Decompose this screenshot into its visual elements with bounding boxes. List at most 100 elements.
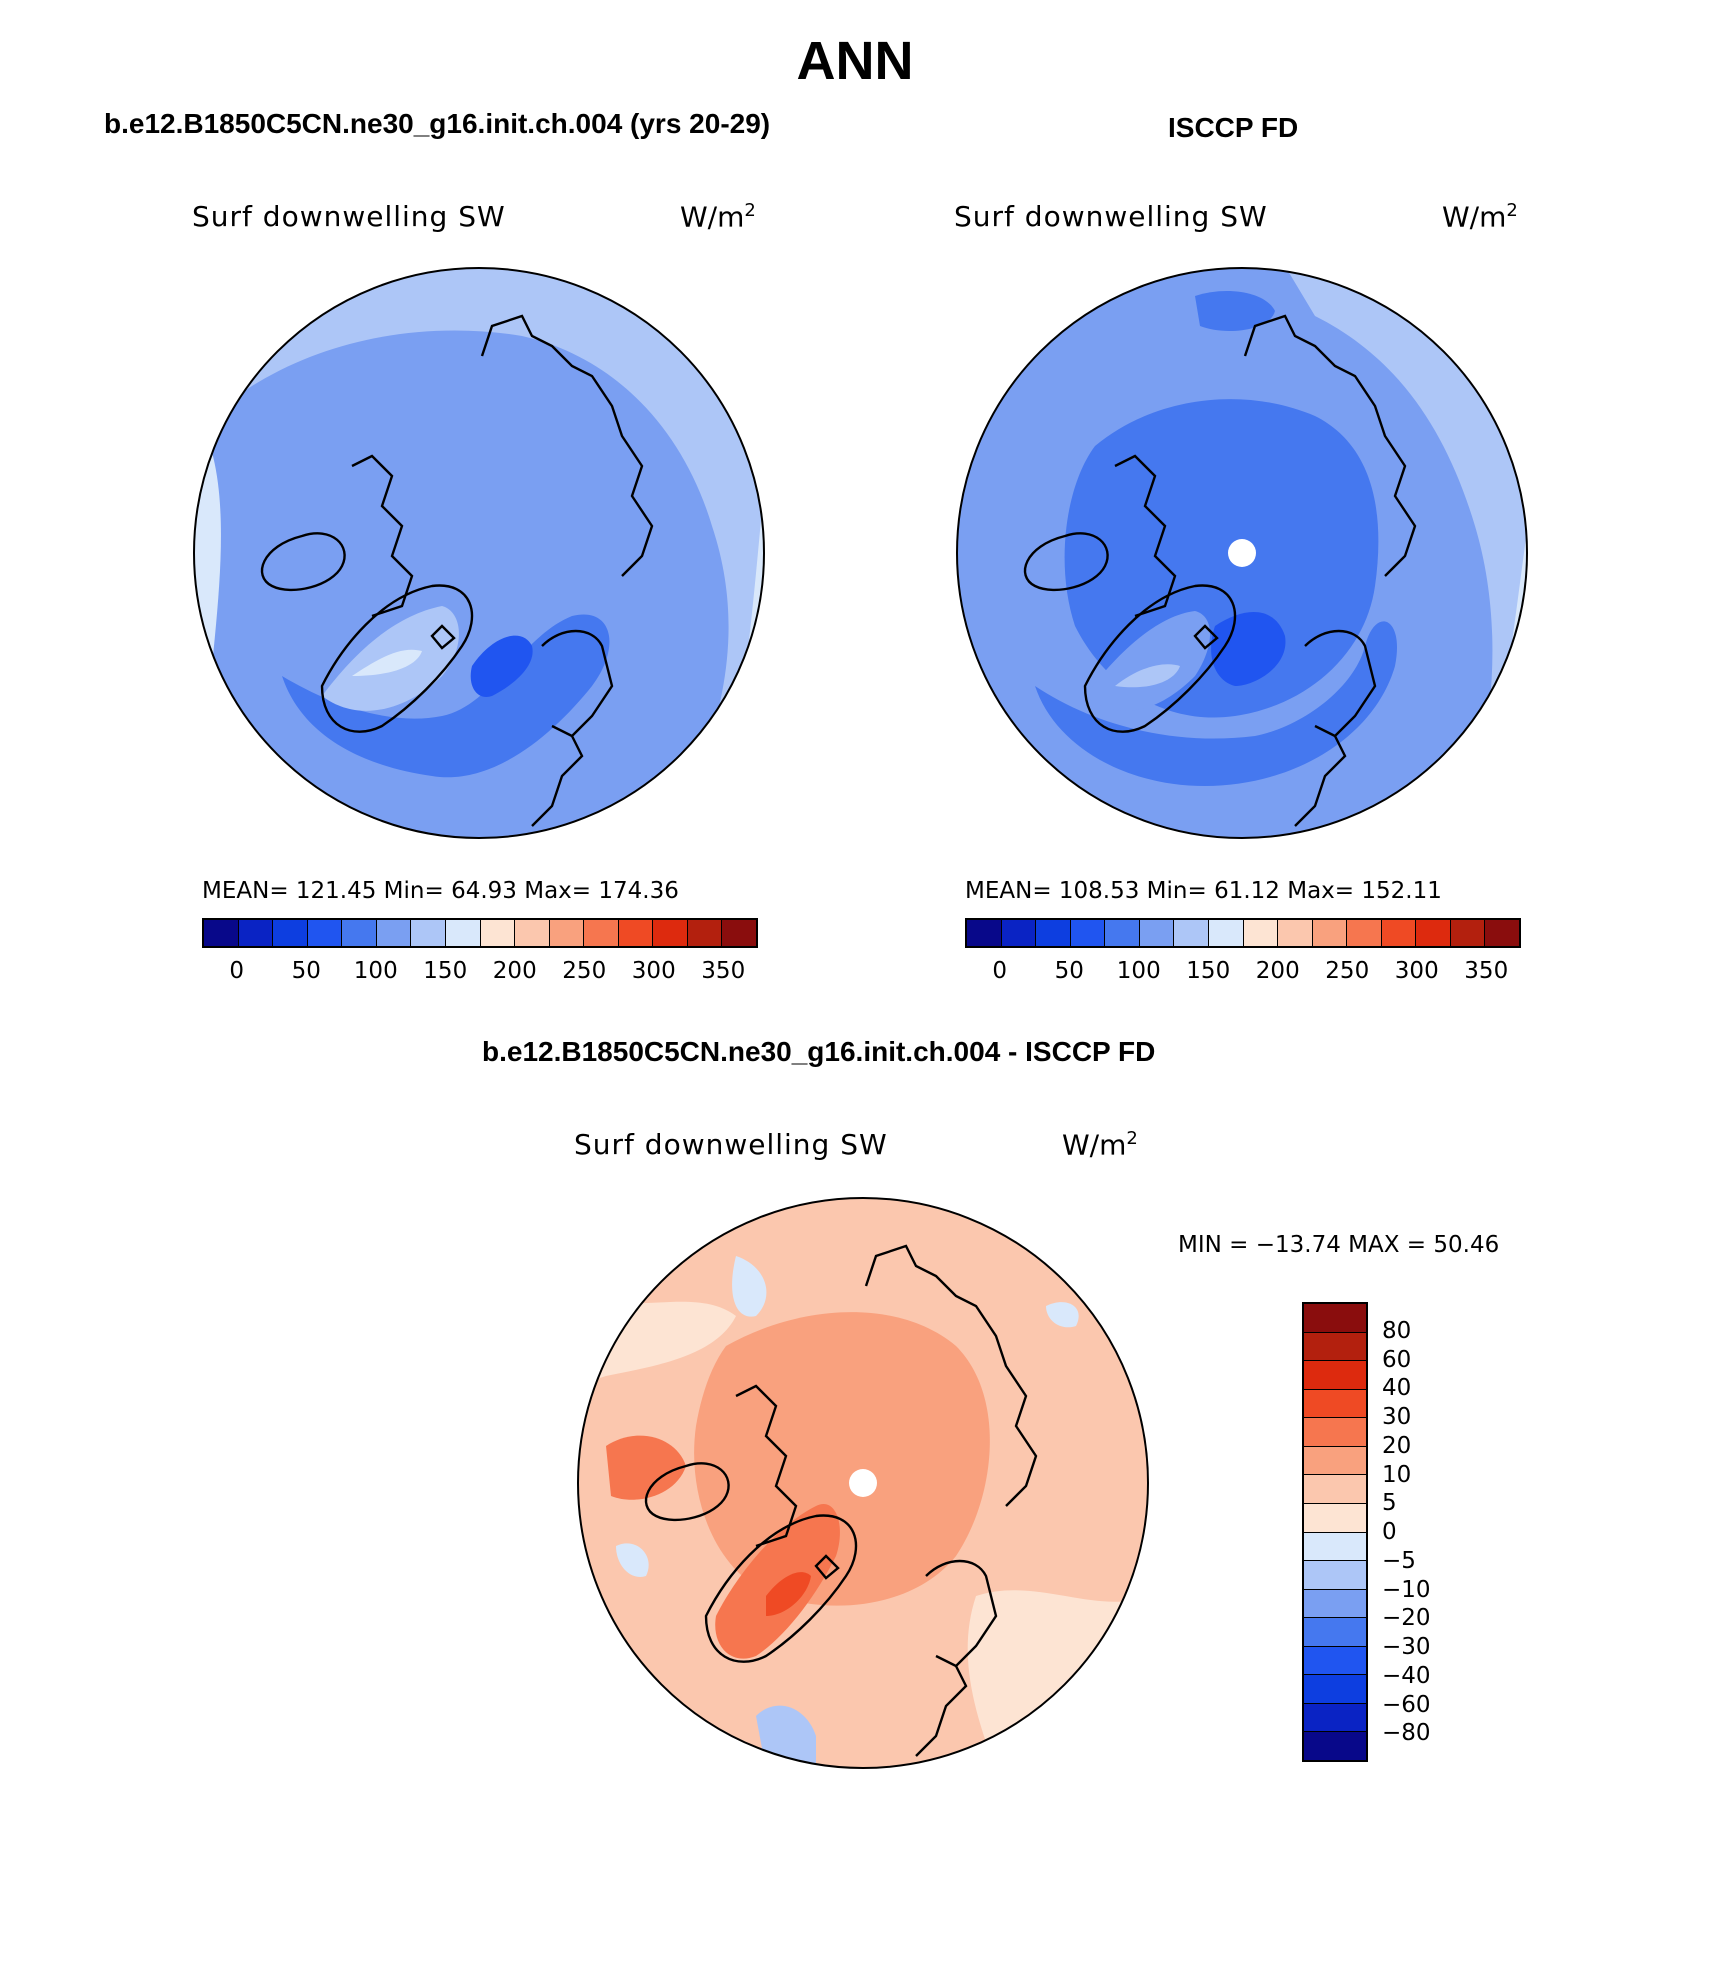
colorbar-tick-label: 250: [1325, 958, 1370, 984]
panel-3-units: W/m2: [1062, 1128, 1138, 1162]
colorbar-segment: [1381, 920, 1417, 946]
panel-2-atlantic-core: [1211, 612, 1286, 686]
panel-3-greenland-core: [766, 1572, 811, 1616]
panel-2-outer-light-band: [1285, 268, 1527, 838]
colorbar-segment: [273, 920, 308, 946]
colorbar-segment: [1304, 1475, 1366, 1504]
colorbar-segment: [1001, 920, 1037, 946]
panel-3-variable: Surf downwelling SW: [574, 1128, 888, 1161]
colorbar-segment: [1304, 1732, 1366, 1760]
colorbar-tick-label: 20: [1382, 1432, 1412, 1459]
colorbar-tick-label: 150: [423, 958, 468, 984]
colorbar-segment: [480, 920, 516, 946]
colorbar-tick-label: 150: [1186, 958, 1231, 984]
colorbar-segment: [1304, 1589, 1366, 1619]
colorbar-tick-label: 50: [291, 958, 321, 984]
colorbar-tick-label: −60: [1382, 1691, 1431, 1718]
panel-3-pole-hole: [849, 1469, 877, 1497]
colorbar-tick-label: 100: [1116, 958, 1161, 984]
colorbar-tick-label: 50: [1054, 958, 1084, 984]
colorbar-segment: [1304, 1646, 1366, 1676]
colorbar-tick-label: 300: [631, 958, 676, 984]
colorbar-segment: [1174, 920, 1209, 946]
colorbar-segment: [1304, 1503, 1366, 1533]
panel-2-colorbar: [965, 918, 1521, 948]
panel-3-blue-patches-4: [1046, 1302, 1079, 1328]
colorbar-segment: [653, 920, 688, 946]
colorbar-tick-label: 350: [701, 958, 746, 984]
colorbar-segment: [204, 920, 239, 946]
panel-2-title: ISCCP FD: [1168, 112, 1299, 143]
colorbar-segment: [1304, 1675, 1366, 1704]
colorbar-segment: [1304, 1618, 1366, 1647]
panel-1-colorbar-labels: 0 50 100 150 200 250 300 350: [202, 958, 758, 988]
colorbar-segment: [1416, 920, 1451, 946]
colorbar-segment: [1105, 920, 1140, 946]
panel-1-coastlines: [260, 314, 654, 827]
colorbar-segment: [411, 920, 446, 946]
panel-2-top-dark: [1195, 291, 1275, 331]
colorbar-segment: [1485, 920, 1519, 946]
panel-2-units: W/m2: [1442, 200, 1518, 234]
panel-1-units: W/m2: [680, 200, 756, 234]
panel-2-variable: Surf downwelling SW: [954, 200, 1268, 233]
panel-1-colorbar: [202, 918, 758, 948]
colorbar-segment: [1036, 920, 1071, 946]
colorbar-segment: [584, 920, 619, 946]
colorbar-segment: [1243, 920, 1279, 946]
colorbar-tick-label: 0: [229, 958, 245, 984]
panel-1-greenland-lighter: [352, 649, 422, 676]
colorbar-segment: [445, 920, 481, 946]
panel-2-coastlines: [1023, 314, 1417, 827]
panel-2-pole-hole: [1228, 539, 1256, 567]
panel-2-stats: MEAN= 108.53 Min= 61.12 Max= 152.11: [965, 878, 1442, 904]
colorbar-segment: [1304, 1532, 1366, 1562]
panel-1-atlantic-core: [470, 635, 533, 697]
colorbar-segment: [1304, 1446, 1366, 1476]
panel-3-blue-patches-2: [616, 1543, 649, 1577]
colorbar-tick-label: 350: [1464, 958, 1509, 984]
colorbar-tick-label: −5: [1382, 1547, 1416, 1574]
colorbar-tick-label: 200: [492, 958, 537, 984]
colorbar-segment: [1450, 920, 1486, 946]
colorbar-segment: [967, 920, 1002, 946]
colorbar-segment: [376, 920, 412, 946]
colorbar-segment: [307, 920, 343, 946]
colorbar-segment: [549, 920, 585, 946]
colorbar-tick-label: 200: [1255, 958, 1300, 984]
panel-3-colorbar: [1302, 1302, 1368, 1762]
colorbar-tick-label: 80: [1382, 1317, 1412, 1344]
panel-3-title: b.e12.B1850C5CN.ne30_g16.init.ch.004 - I…: [482, 1036, 1156, 1067]
panel-2-atlantic-dark: [1035, 621, 1398, 786]
colorbar-tick-label: 5: [1382, 1490, 1397, 1517]
panel-3-arctic-orange: [694, 1312, 990, 1606]
panel-1-title: b.e12.B1850C5CN.ne30_g16.init.ch.004 (yr…: [104, 108, 771, 139]
colorbar-segment: [722, 920, 756, 946]
colorbar-segment: [515, 920, 550, 946]
colorbar-segment: [1347, 920, 1382, 946]
colorbar-tick-label: 10: [1382, 1461, 1412, 1488]
colorbar-segment: [1304, 1304, 1366, 1333]
panel-2-greenland-lighter: [1115, 664, 1180, 688]
colorbar-tick-label: −80: [1382, 1720, 1431, 1747]
colorbar-segment: [1304, 1703, 1366, 1733]
colorbar-segment: [1304, 1332, 1366, 1362]
panel-1-map: [193, 267, 765, 839]
colorbar-segment: [238, 920, 274, 946]
colorbar-tick-label: 100: [353, 958, 398, 984]
panel-1-stats: MEAN= 121.45 Min= 64.93 Max= 174.36: [202, 878, 679, 904]
colorbar-tick-label: −30: [1382, 1634, 1431, 1660]
colorbar-tick-label: 40: [1382, 1375, 1412, 1402]
colorbar-tick-label: 250: [562, 958, 607, 984]
colorbar-tick-label: 300: [1394, 958, 1439, 984]
colorbar-segment: [618, 920, 654, 946]
panel-3-stats: MIN = −13.74 MAX = 50.46: [1178, 1232, 1500, 1258]
panel-3-coastlines: [644, 1244, 1038, 1757]
panel-2-colorbar-labels: 0 50 100 150 200 250 300 350: [965, 958, 1521, 988]
panel-3-greenland-strong: [715, 1504, 840, 1659]
colorbar-segment: [1304, 1561, 1366, 1590]
colorbar-segment: [1070, 920, 1106, 946]
panel-3-blue-patches: [732, 1256, 767, 1317]
panel-2-map: [956, 267, 1528, 839]
colorbar-segment: [1139, 920, 1175, 946]
